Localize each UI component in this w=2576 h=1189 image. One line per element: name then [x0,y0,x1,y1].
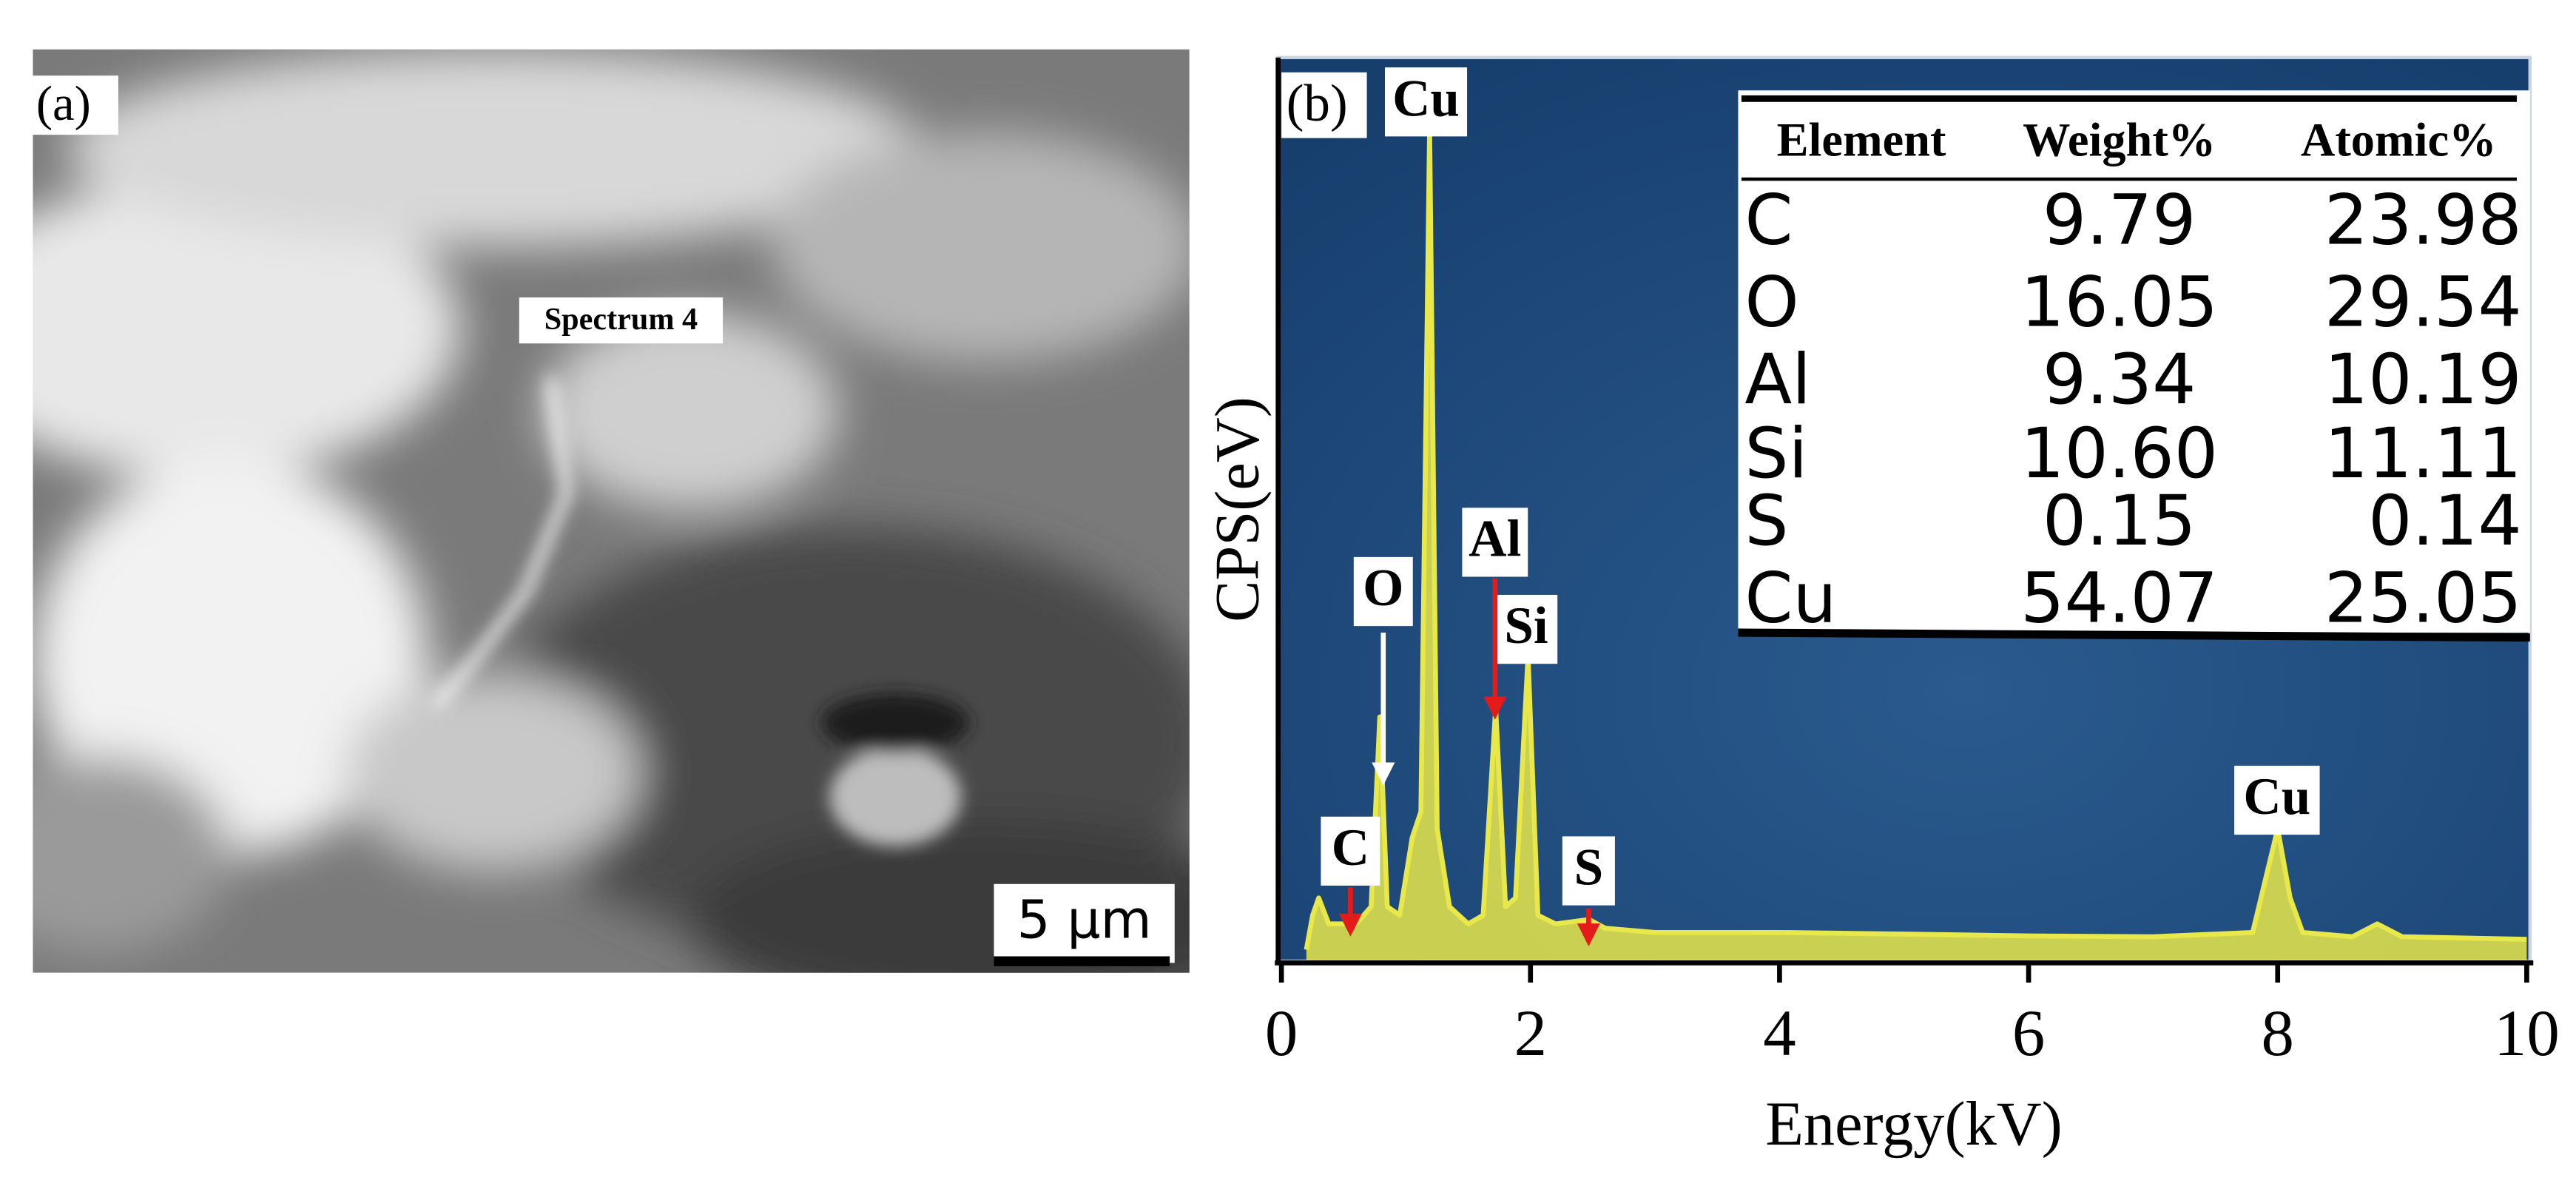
peak-label: Cu [2243,768,2310,826]
peak-label-box [1562,836,1615,906]
table-cell: S [1744,480,1788,561]
peak-label-box [2234,765,2320,835]
arrow-head [1372,762,1395,786]
x-tick-label: 2 [1514,997,1547,1070]
table-cell: Si [1744,413,1807,494]
peak-label-box [1494,594,1558,664]
x-tick-label: 10 [2494,997,2560,1070]
table-header: Atomic% [2301,113,2497,166]
peak-label: Al [1469,510,1521,567]
table-cell: 9.34 [2043,339,2196,420]
peak-label-box [1321,816,1380,886]
peak-label: Cu [1392,70,1460,127]
peak-label: O [1363,559,1403,617]
peak-label-box [1385,67,1468,137]
peak-label: Si [1504,597,1548,655]
spectrum-area [1306,130,2527,962]
table-header: Element [1777,113,1946,166]
table-cell: C [1744,180,1793,260]
arrow-head [1483,696,1507,720]
table-cell: 25.05 [2324,557,2522,638]
table-cell: Al [1744,339,1811,420]
spectrum-label: Spectrum 4 [544,302,698,337]
x-tick-label: 4 [1763,997,1796,1070]
table-cell: 29.54 [2324,262,2522,343]
table-cell: 9.79 [2043,180,2196,260]
table-cell: 10.60 [2020,413,2218,494]
panel-label: (a) [36,77,91,131]
table-cell: O [1744,262,1798,343]
table-cell: Cu [1744,557,1836,638]
peak-label: S [1574,839,1604,897]
arrow-head [1577,923,1600,947]
panel-label: (b) [1287,75,1348,132]
peak-label: C [1332,819,1369,877]
table-cell: 23.98 [2324,180,2522,260]
y-axis-label: CPS(eV) [1203,397,1272,622]
x-tick-label: 8 [2262,997,2294,1070]
table-cell: 16.05 [2020,262,2218,343]
scale-bar-label: 5 μm [1017,889,1152,951]
table-cell: 0.14 [2368,480,2522,561]
arrow-head [1338,913,1362,937]
x-tick-label: 0 [1265,997,1298,1070]
x-tick-label: 6 [2012,997,2045,1070]
peak-label-box [1462,508,1528,577]
table-header: Weight% [2023,113,2216,166]
sem-image [33,49,1190,973]
table-cell: 54.07 [2020,557,2218,638]
table-cell: 10.19 [2324,339,2522,420]
x-axis-label: Energy(kV) [1765,1090,2062,1159]
table-cell: 11.11 [2324,413,2522,494]
peak-label-box [1353,556,1413,627]
table-cell: 0.15 [2043,480,2196,561]
